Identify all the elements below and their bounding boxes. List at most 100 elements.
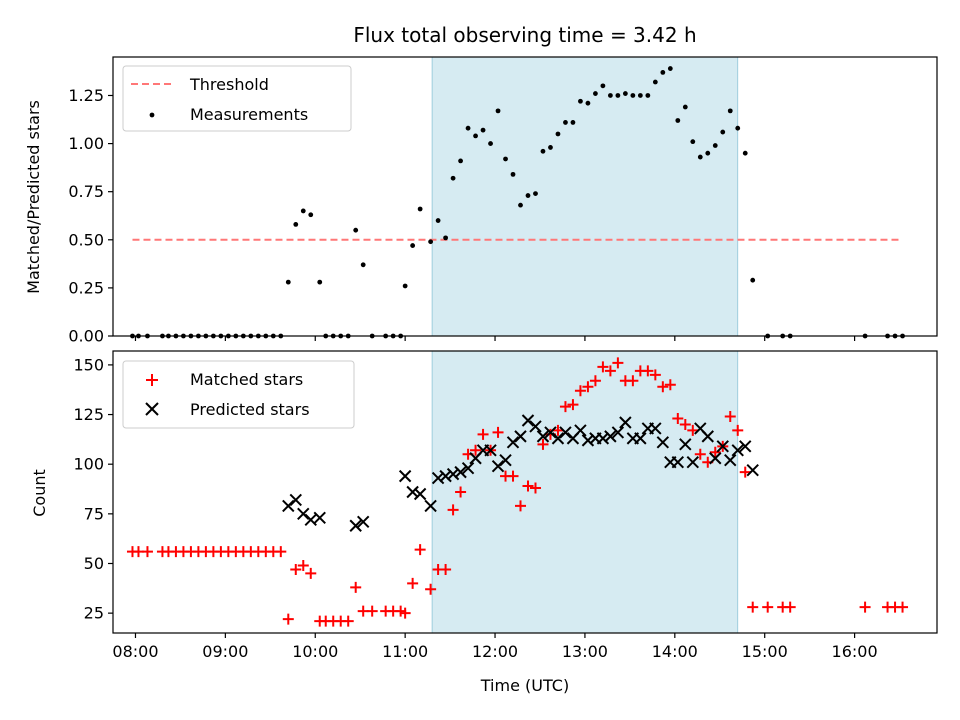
measurement-point bbox=[570, 120, 576, 125]
matched-star-marker bbox=[657, 381, 669, 393]
measurement-point bbox=[402, 283, 408, 289]
measurement-point bbox=[495, 108, 501, 114]
predicted-star-marker bbox=[656, 436, 670, 449]
matched-star-marker bbox=[399, 607, 411, 619]
predicted-star-marker bbox=[529, 420, 542, 433]
legend-predicted-swatch bbox=[145, 402, 159, 416]
measurement-point bbox=[682, 104, 688, 110]
measurement-point bbox=[652, 79, 658, 85]
y-tick-label: 1.00 bbox=[68, 134, 104, 153]
predicted-star-marker bbox=[446, 467, 460, 481]
predicted-star-marker bbox=[313, 511, 326, 525]
predicted-star-marker bbox=[282, 499, 295, 513]
matched-star-marker bbox=[687, 424, 699, 436]
predicted-star-marker bbox=[499, 454, 512, 467]
measurement-point bbox=[727, 108, 733, 114]
predicted-star-marker bbox=[679, 438, 692, 451]
y-tick-label: 0.50 bbox=[68, 230, 104, 249]
x-tick-label: 11:00 bbox=[382, 642, 428, 661]
measurement-point bbox=[720, 129, 726, 135]
measurement-point bbox=[488, 141, 493, 146]
predicted-star-marker bbox=[506, 436, 520, 449]
matched-star-marker bbox=[897, 601, 909, 613]
predicted-star-marker bbox=[701, 430, 714, 443]
measurement-point bbox=[353, 227, 359, 233]
matched-star-marker bbox=[350, 581, 362, 593]
measurement-point bbox=[750, 277, 756, 283]
matched-stars-points bbox=[126, 357, 909, 627]
measurement-point bbox=[563, 120, 568, 125]
measurement-point bbox=[585, 100, 591, 106]
bottom-legend: Matched stars Predicted stars bbox=[122, 360, 355, 429]
matched-star-marker bbox=[724, 411, 736, 423]
predicted-star-marker bbox=[461, 461, 475, 475]
measurement-point bbox=[533, 191, 538, 197]
matched-star-marker bbox=[515, 500, 527, 512]
top-y-axis-label: Matched/Predicted stars bbox=[24, 100, 43, 294]
predicted-star-marker bbox=[746, 463, 759, 477]
matched-star-marker bbox=[589, 375, 601, 387]
matched-star-marker bbox=[732, 424, 744, 436]
legend-matched-swatch bbox=[146, 374, 158, 386]
measurement-point bbox=[607, 93, 613, 98]
matched-star-marker bbox=[470, 444, 482, 456]
measurement-point bbox=[435, 218, 441, 223]
predicted-star-marker bbox=[596, 432, 610, 445]
measurement-point bbox=[465, 125, 471, 131]
predicted-star-marker bbox=[536, 430, 550, 443]
matched-star-marker bbox=[414, 544, 426, 556]
x-tick-label: 13:00 bbox=[562, 642, 608, 661]
matched-star-marker bbox=[425, 583, 437, 595]
matched-star-marker bbox=[597, 361, 609, 373]
bottom-y-axis: 25 50 75 100 125 150 bbox=[73, 355, 113, 623]
y-tick-label: 0.00 bbox=[68, 327, 104, 346]
measurement-point bbox=[450, 175, 456, 181]
measurement-point bbox=[675, 118, 681, 123]
measurement-point bbox=[697, 154, 703, 160]
y-tick-label: 0.25 bbox=[68, 278, 104, 297]
matched-star-marker bbox=[141, 546, 153, 558]
matched-star-marker bbox=[552, 424, 564, 436]
predicted-star-marker bbox=[649, 422, 662, 435]
y-tick-label: 1.25 bbox=[68, 86, 104, 105]
y-tick-label: 150 bbox=[73, 355, 104, 374]
matched-star-marker bbox=[522, 480, 534, 492]
matched-star-marker bbox=[664, 379, 676, 391]
predicted-star-marker bbox=[349, 519, 362, 532]
measurement-point bbox=[645, 93, 651, 98]
x-axis-label: Time (UTC) bbox=[480, 676, 569, 695]
measurement-point bbox=[480, 127, 486, 133]
measurement-point bbox=[317, 279, 323, 285]
matched-star-marker bbox=[694, 448, 706, 460]
predicted-star-marker bbox=[551, 432, 565, 445]
predicted-star-marker bbox=[604, 430, 617, 443]
matched-star-marker bbox=[709, 446, 721, 458]
matched-star-marker bbox=[642, 365, 654, 377]
matched-star-marker bbox=[612, 357, 624, 369]
top-legend: Threshold Measurements bbox=[122, 65, 352, 132]
predicted-star-marker bbox=[574, 424, 587, 437]
matched-star-marker bbox=[447, 504, 459, 516]
measurement-point bbox=[503, 156, 508, 162]
matched-star-marker bbox=[747, 601, 759, 613]
bottom-x-axis: 08:00 09:00 10:00 11:00 12:00 13:00 14:00 15:00… bbox=[112, 633, 878, 661]
predicted-star-marker bbox=[514, 430, 527, 443]
measurement-point bbox=[690, 139, 696, 145]
measurement-point bbox=[742, 150, 748, 156]
measurement-point bbox=[630, 93, 636, 98]
predicted-star-marker bbox=[581, 434, 595, 447]
observing-window-span-top bbox=[431, 56, 739, 337]
predicted-star-marker bbox=[521, 414, 535, 427]
predicted-star-marker bbox=[724, 454, 737, 467]
matched-star-marker bbox=[275, 546, 287, 558]
shaded-span bbox=[431, 350, 739, 634]
top-legend-box bbox=[122, 65, 352, 132]
measurement-point bbox=[300, 208, 306, 214]
predicted-star-marker bbox=[716, 440, 729, 453]
x-tick-label: 09:00 bbox=[202, 642, 248, 661]
measurement-point bbox=[443, 235, 448, 241]
measurement-point bbox=[593, 91, 598, 96]
predicted-star-marker bbox=[454, 465, 467, 479]
predicted-star-marker bbox=[439, 469, 452, 483]
